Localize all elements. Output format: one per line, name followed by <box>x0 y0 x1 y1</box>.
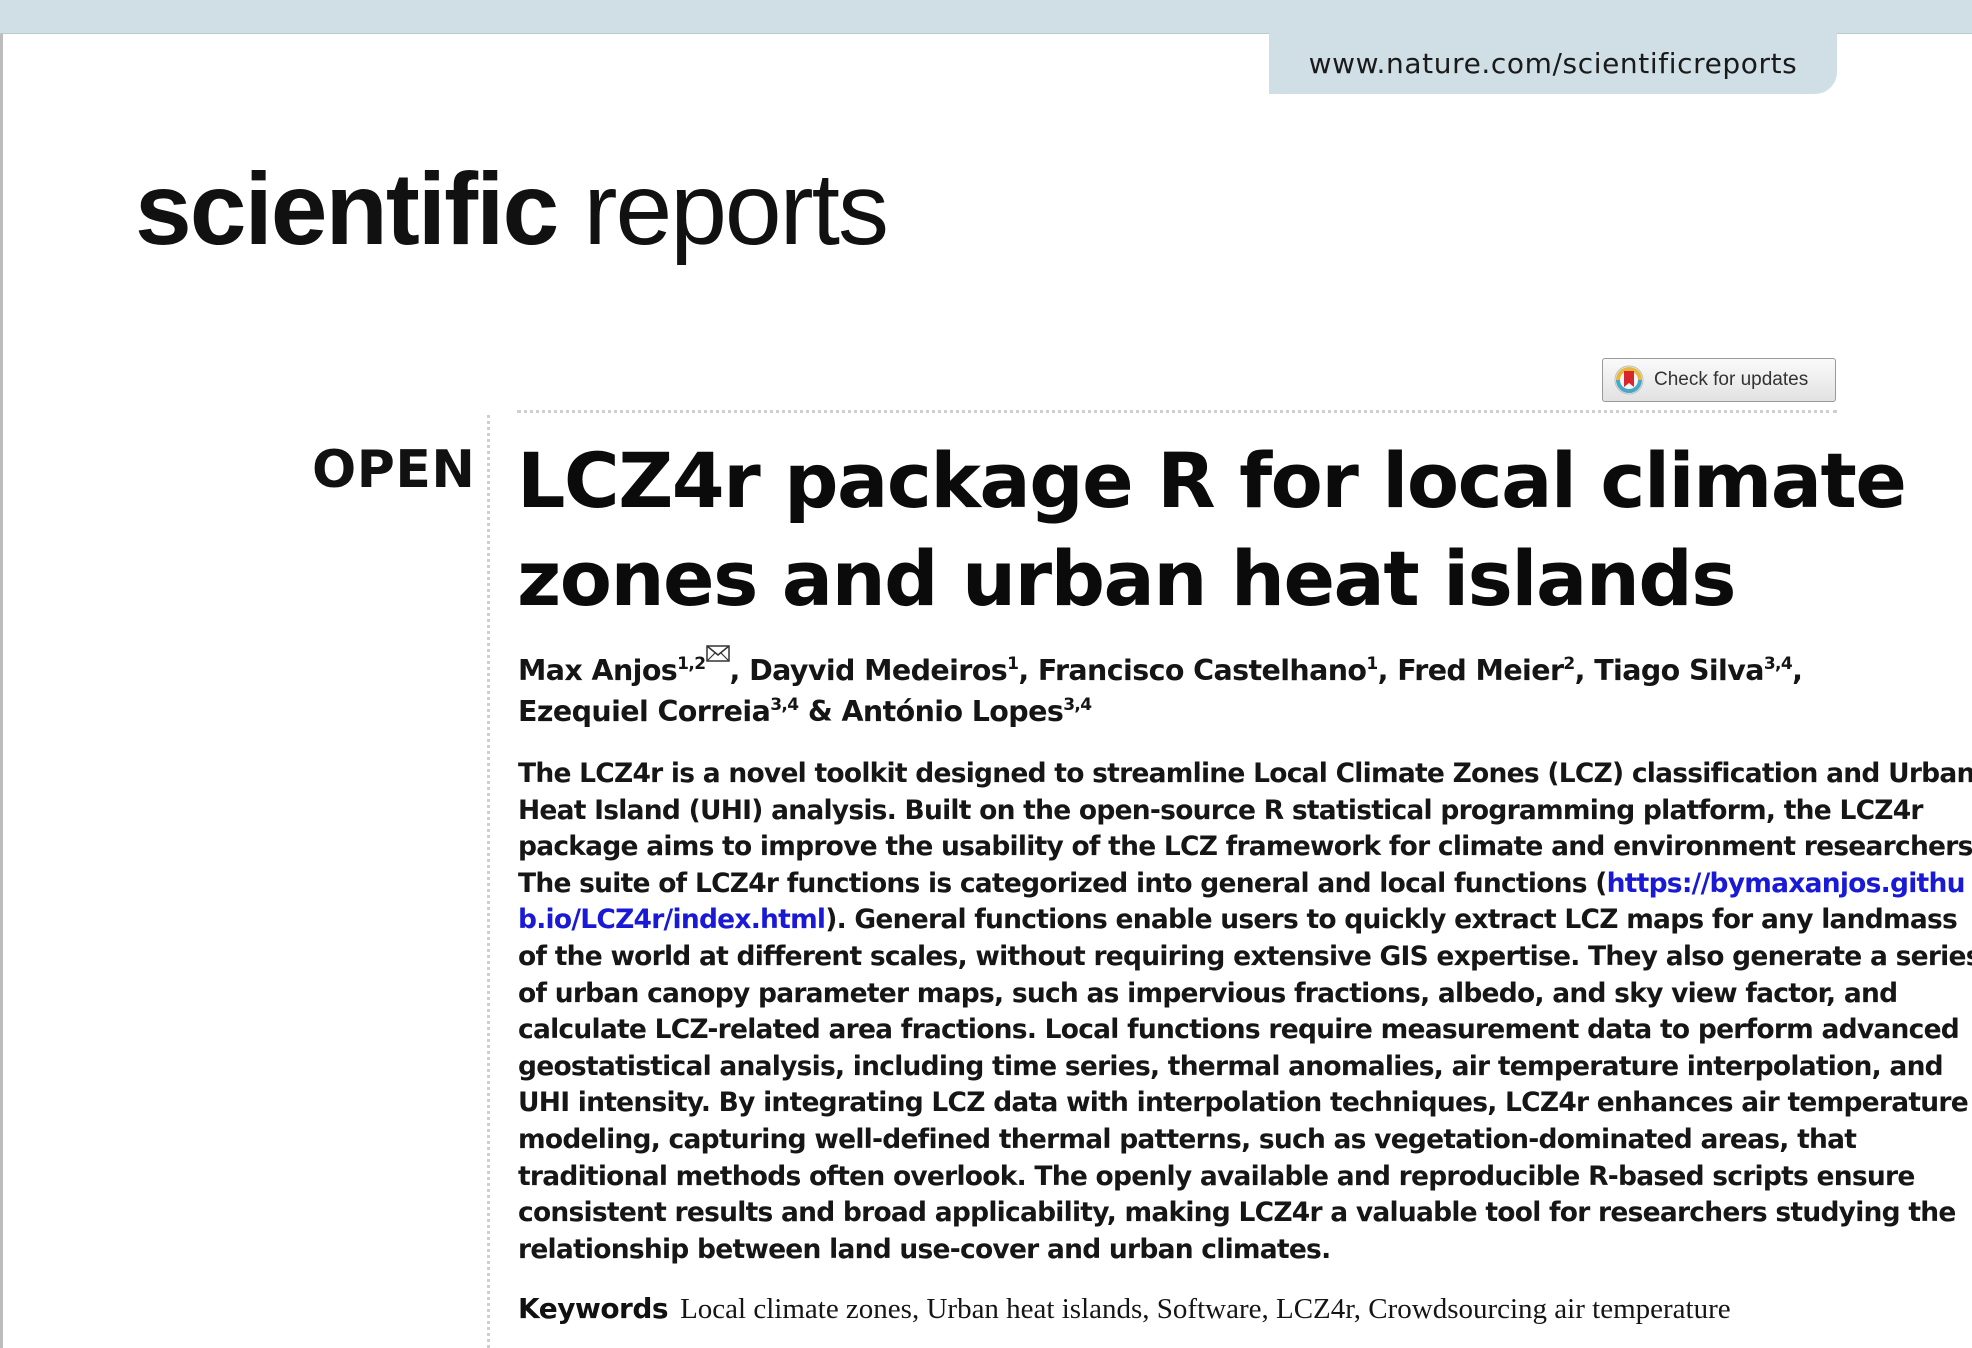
abstract-line: modeling, capturing well-defined thermal… <box>518 1123 1857 1155</box>
header-band <box>0 0 1972 34</box>
article-title: LCZ4r package R for local climate zones … <box>517 432 1917 628</box>
keywords-list: Local climate zones, Urban heat islands,… <box>680 1293 1731 1325</box>
check-for-updates-button[interactable]: Check for updates <box>1602 358 1836 402</box>
abstract: The LCZ4r is a novel toolkit designed to… <box>518 756 1972 1268</box>
abstract-line: b.io/LCZ4r/index.html). General function… <box>518 902 1958 939</box>
journal-name-bold: scientific <box>135 152 559 266</box>
author-affiliation: 3,4 <box>1763 653 1793 674</box>
check-for-updates-label: Check for updates <box>1654 369 1809 390</box>
abstract-line: calculate LCZ-related area fractions. Lo… <box>518 1014 1960 1046</box>
crossmark-icon <box>1614 365 1644 395</box>
author-line: Max Anjos1,2, Dayvid Medeiros1, Francisc… <box>518 645 1848 691</box>
abstract-line: of the world at different scales, withou… <box>518 940 1972 972</box>
author-name[interactable]: Fred Meier <box>1397 654 1564 687</box>
journal-name-light: reports <box>557 152 889 266</box>
author-name[interactable]: Dayvid Medeiros <box>749 654 1008 687</box>
journal-url[interactable]: www.nature.com/scientificreports <box>1269 33 1837 94</box>
keywords: Keywords Local climate zones, Urban heat … <box>518 1292 1731 1326</box>
author-line: Ezequiel Correia3,4 & António Lopes3,4 <box>518 691 1848 732</box>
abstract-text: ). General functions enable users to qui… <box>825 904 1958 936</box>
author-affiliation: 1 <box>1366 653 1378 674</box>
author-name[interactable]: António Lopes <box>841 695 1064 728</box>
author-affiliation: 3,4 <box>770 694 799 715</box>
abstract-line: The suite of LCZ4r functions is categori… <box>518 866 1965 903</box>
documentation-link-continued[interactable]: b.io/LCZ4r/index.html <box>518 904 826 936</box>
abstract-line: package aims to improve the usability of… <box>518 831 1972 863</box>
abstract-line: traditional methods often overlook. The … <box>518 1160 1915 1192</box>
abstract-line: consistent results and broad applicabili… <box>518 1197 1956 1229</box>
abstract-text: The suite of LCZ4r functions is categori… <box>518 867 1607 899</box>
abstract-line: of urban canopy parameter maps, such as … <box>518 977 1898 1009</box>
author-name[interactable]: Francisco Castelhano <box>1037 654 1367 687</box>
divider-vertical <box>487 415 490 1348</box>
author-separator: , <box>1574 654 1595 687</box>
author-separator: , <box>729 654 750 687</box>
mail-icon[interactable] <box>705 645 730 662</box>
open-access-label: OPEN <box>312 440 476 500</box>
author-separator: , <box>1792 654 1803 687</box>
keywords-label: Keywords <box>518 1292 669 1325</box>
article-title-line: LCZ4r package R for local climate <box>517 436 1907 525</box>
divider-horizontal <box>517 410 1837 413</box>
abstract-line: relationship between land use-cover and … <box>518 1233 1331 1265</box>
author-separator: , <box>1018 654 1038 687</box>
author-affiliation: 1 <box>1007 653 1019 674</box>
journal-logo: scientific reports <box>135 158 889 260</box>
author-separator: , <box>1377 654 1398 687</box>
author-name[interactable]: Ezequiel Correia <box>518 695 771 728</box>
abstract-line: UHI intensity. By integrating LCZ data w… <box>518 1087 1969 1119</box>
author-conjunction: & <box>798 695 842 728</box>
author-affiliation: 1,2 <box>677 653 706 674</box>
abstract-line: Heat Island (UHI) analysis. Built on the… <box>518 794 1924 826</box>
documentation-link[interactable]: https://bymaxanjos.githu <box>1606 867 1966 899</box>
abstract-line: geostatistical analysis, including time … <box>518 1050 1944 1082</box>
author-name[interactable]: Max Anjos <box>518 654 678 687</box>
author-affiliation: 2 <box>1563 653 1575 674</box>
abstract-line: The LCZ4r is a novel toolkit designed to… <box>518 758 1972 789</box>
author-name[interactable]: Tiago Silva <box>1594 654 1764 687</box>
article-title-line: zones and urban heat islands <box>517 534 1736 623</box>
author-affiliation: 3,4 <box>1063 694 1092 715</box>
author-list: Max Anjos1,2, Dayvid Medeiros1, Francisc… <box>518 645 1848 732</box>
